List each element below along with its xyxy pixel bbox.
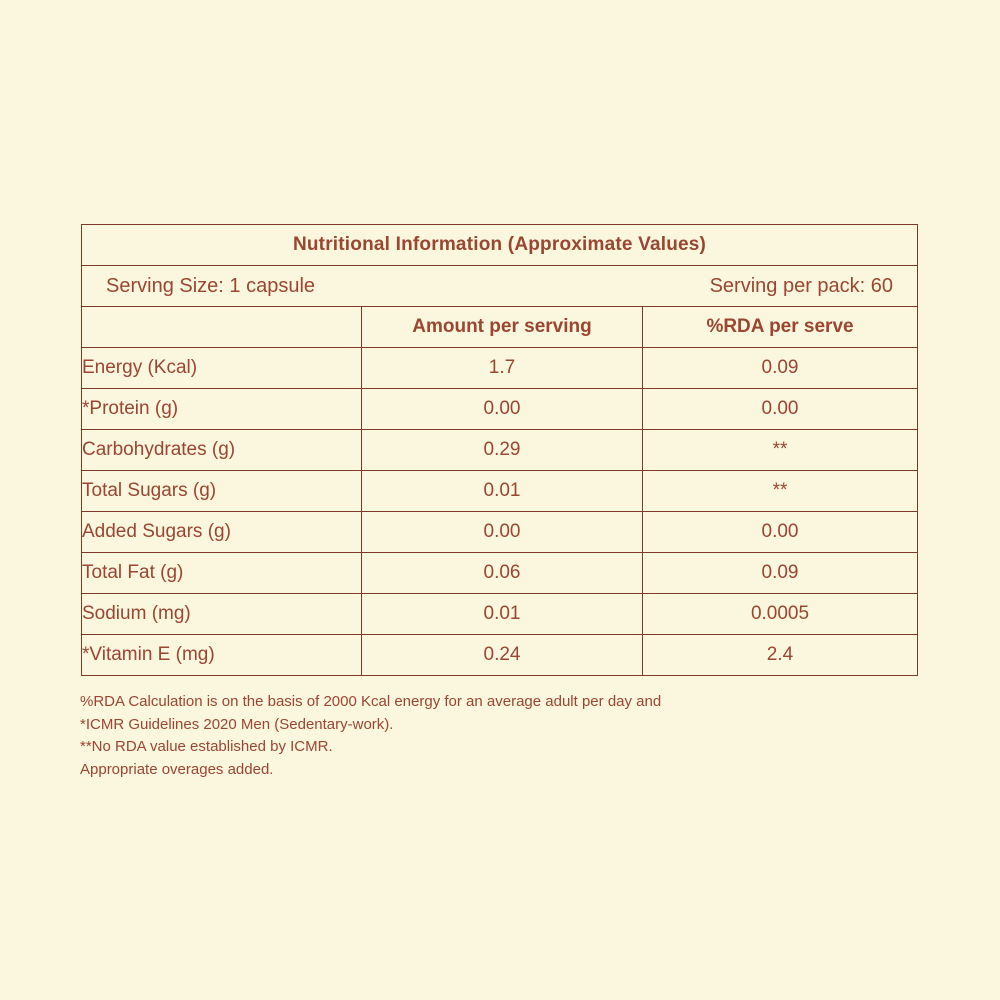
table-row-vitamin-e: *Vitamin E (mg) 0.24 2.4 <box>81 634 919 676</box>
footnote-rda-calculation: %RDA Calculation is on the basis of 2000… <box>80 693 662 710</box>
row-amount: 0.00 <box>361 511 643 553</box>
table-row-energy: Energy (Kcal) 1.7 0.09 <box>81 347 919 389</box>
table-row-carbohydrates: Carbohydrates (g) 0.29 ** <box>81 429 919 471</box>
footnote-icmr-guidelines: *ICMR Guidelines 2020 Men (Sedentary-wor… <box>80 715 394 733</box>
row-label: Total Fat (g) <box>81 552 362 594</box>
column-header-row: Amount per serving %RDA per serve <box>81 306 919 348</box>
table-row-total-fat: Total Fat (g) 0.06 0.09 <box>81 552 919 594</box>
row-rda: 0.09 <box>641 552 919 594</box>
row-label: Added Sugars (g) <box>81 511 362 553</box>
table-row-total-sugars: Total Sugars (g) 0.01 ** <box>81 470 919 512</box>
row-amount: 0.01 <box>361 593 643 635</box>
col-header-rda-per-serve: %RDA per serve <box>641 306 919 348</box>
row-amount: 0.24 <box>361 634 643 676</box>
row-label: *Vitamin E (mg) <box>81 634 362 676</box>
row-rda: 0.09 <box>641 347 919 389</box>
row-label: Sodium (mg) <box>81 593 362 635</box>
row-amount: 0.29 <box>361 429 643 471</box>
table-title: Nutritional Information (Approximate Val… <box>80 224 919 266</box>
serving-size-text: Serving Size: 1 capsule <box>106 274 316 297</box>
table-row-added-sugars: Added Sugars (g) 0.00 0.00 <box>81 511 919 553</box>
row-amount: 0.06 <box>361 552 643 594</box>
row-rda: 0.00 <box>641 511 919 553</box>
footnotes-block: %RDA Calculation is on the basis of 2000… <box>80 691 661 781</box>
serving-info-cell: Serving Size: 1 capsule Serving per pack… <box>80 265 919 307</box>
row-rda: 0.0005 <box>641 593 919 635</box>
row-amount: 1.7 <box>361 347 643 389</box>
footnote-no-rda-value: **No RDA value established by ICMR. <box>80 738 333 755</box>
row-amount: 0.00 <box>361 388 643 430</box>
table-title-row: Nutritional Information (Approximate Val… <box>80 224 919 266</box>
row-label: Total Sugars (g) <box>81 470 362 512</box>
row-label: Carbohydrates (g) <box>81 429 362 471</box>
row-rda: ** <box>641 470 919 512</box>
row-rda: ** <box>641 429 919 471</box>
nutrition-table: Nutritional Information (Approximate Val… <box>80 224 919 676</box>
footnote-overages: Appropriate overages added. <box>80 760 274 778</box>
table-row-sodium: Sodium (mg) 0.01 0.0005 <box>81 593 919 635</box>
col-header-amount-per-serving: Amount per serving <box>361 306 643 348</box>
row-amount: 0.01 <box>361 470 643 512</box>
serving-info-row: Serving Size: 1 capsule Serving per pack… <box>80 265 919 307</box>
row-label: Energy (Kcal) <box>81 347 362 389</box>
empty-header-cell <box>81 306 362 348</box>
row-rda: 2.4 <box>641 634 919 676</box>
serving-per-pack-text: Serving per pack: 60 <box>709 274 894 297</box>
row-rda: 0.00 <box>641 388 919 430</box>
table-row-protein: *Protein (g) 0.00 0.00 <box>81 388 919 430</box>
row-label: *Protein (g) <box>81 388 362 430</box>
